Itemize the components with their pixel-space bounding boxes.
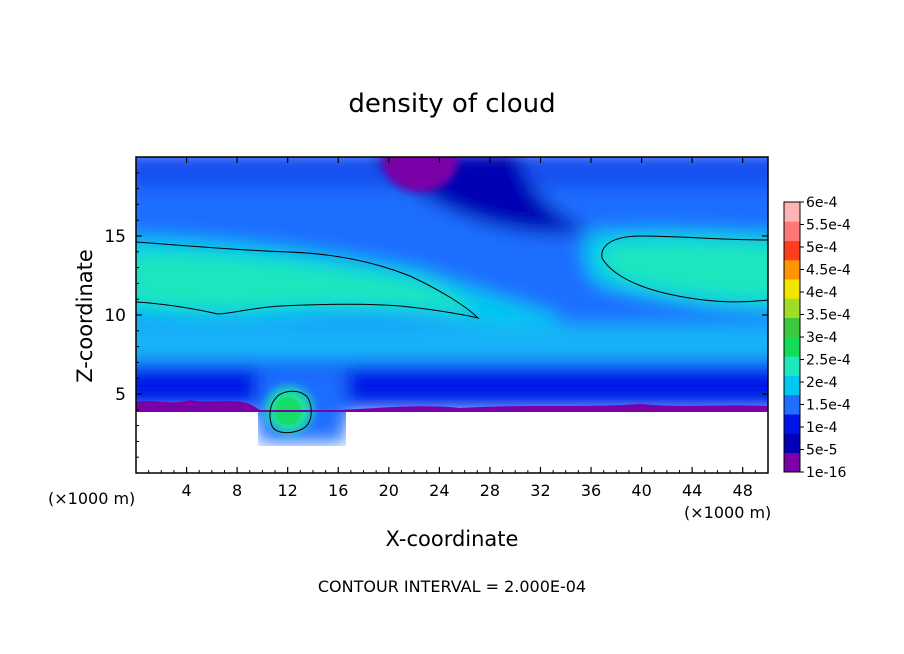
field-cloud-core-right [601,240,768,301]
x-axis-label: X-coordinate [386,527,519,551]
colorbar-swatch [784,317,800,338]
field-lower-cyan [136,324,768,360]
colorbar-label: 1e-4 [806,420,838,436]
x-unit-right: (×1000 m) [684,503,771,522]
x-tick-label: 20 [379,481,399,500]
field-lower-dark [136,366,768,406]
x-tick-label: 8 [232,481,242,500]
colorbar-swatch [784,337,800,357]
colorbar-label: 2.5e-4 [806,353,851,369]
colorbar-swatch [784,356,800,376]
colorbar-label: 5.5e-4 [806,218,851,234]
colorbar-swatch [784,414,800,434]
x-tick-label: 36 [581,481,601,500]
y-tick-label: 15 [104,227,126,247]
x-axis-ticks: 4 8 12 16 20 24 28 32 36 40 44 48 [148,157,756,500]
contour-line-cell [269,390,312,434]
colorbar: 1e-16 5e-5 1e-4 1.5e-4 2e-4 2.5e-4 3e-4 3.5e-4 4… [783,195,851,481]
y-axis-ticks: 5 10 15 [104,172,768,458]
colorbar-label: 6e-4 [806,195,838,211]
boundary-strip [136,400,768,412]
colorbar-label: 3.5e-4 [806,308,851,324]
y-axis-label: Z-coordinate [73,249,97,383]
field-dome-core [382,157,458,192]
x-tick-label: 40 [631,481,651,500]
colorbar-swatch [784,202,800,222]
ground-area [136,412,768,473]
colorbar-label: 4.5e-4 [806,263,851,279]
contour-interval-note: CONTOUR INTERVAL = 2.000E-04 [318,577,586,596]
colorbar-label: 5e-5 [806,443,837,459]
colorbar-swatch [784,259,800,280]
colorbar-swatch [784,452,800,473]
x-unit-left: (×1000 m) [48,489,135,508]
contour-line-right [601,235,768,303]
colorbar-swatch [784,298,800,319]
density-field [136,157,768,442]
chart-title: density of cloud [348,89,555,119]
y-tick-label: 5 [115,385,126,405]
colorbar-swatch [784,240,800,261]
colorbar-swatch [784,221,800,241]
y-tick-label: 10 [104,306,126,326]
x-tick-label: 28 [480,481,500,500]
x-tick-label: 32 [530,481,550,500]
colorbar-swatch [784,394,800,415]
x-tick-label: 44 [682,481,702,500]
contour-line-left [136,241,480,319]
x-tick-label: 48 [733,481,753,500]
field-cloud-core-left [136,252,476,314]
colorbar-label: 1.5e-4 [806,398,851,414]
x-tick-label: 4 [181,481,191,500]
x-tick-label: 24 [429,481,449,500]
colorbar-label: 2e-4 [806,375,838,391]
colorbar-label: 3e-4 [806,330,838,346]
colorbar-swatch [784,279,800,299]
colorbar-swatch [784,433,800,454]
x-tick-label: 16 [328,481,348,500]
colorbar-label: 4e-4 [806,285,838,301]
colorbar-swatch [784,375,800,396]
x-tick-label: 12 [278,481,298,500]
colorbar-label: 1e-16 [806,465,846,481]
plot-area [136,157,768,473]
colorbar-label: 5e-4 [806,240,838,256]
